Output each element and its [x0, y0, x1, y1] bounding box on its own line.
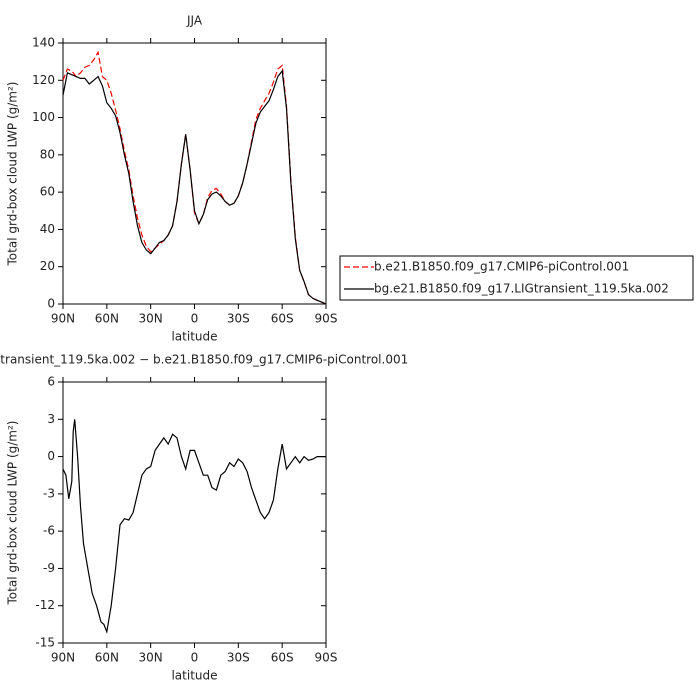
data-line [62, 419, 326, 635]
data-line [62, 69, 327, 305]
x-axis-label: latitude [171, 330, 217, 344]
y-tick-label: 100 [32, 110, 55, 124]
y-axis-label: Total grd-box cloud LWP (g/m²) [6, 421, 20, 606]
x-tick-label: 60N [95, 312, 119, 326]
plot-frame [62, 381, 327, 644]
y-tick-label: 120 [32, 73, 55, 87]
y-tick-label: 20 [40, 259, 55, 273]
y-tick-label: 0 [47, 297, 55, 311]
y-tick-label: 3 [47, 412, 55, 426]
x-tick-label: 60S [271, 651, 294, 665]
legend-label: b.e21.B1850.f09_g17.CMIP6-piControl.001 [374, 260, 629, 274]
y-tick-label: 60 [40, 185, 55, 199]
x-tick-label: 90N [51, 312, 75, 326]
x-tick-label: 0 [191, 651, 199, 665]
plot-frame [62, 42, 327, 305]
x-tick-label: 60N [95, 651, 119, 665]
x-tick-label: 30S [227, 651, 250, 665]
chart-title: LIGtransient_119.5ka.002 − b.e21.B1850.f… [0, 353, 408, 367]
x-tick-label: 90N [51, 651, 75, 665]
x-tick-label: 30N [139, 651, 163, 665]
y-tick-label: 80 [40, 147, 55, 161]
y-tick-label: -12 [35, 598, 55, 612]
x-tick-label: 0 [191, 312, 199, 326]
x-tick-label: 90S [315, 312, 338, 326]
x-tick-label: 60S [271, 312, 294, 326]
y-tick-label: -6 [43, 524, 55, 538]
data-line [62, 50, 327, 305]
y-tick-label: 0 [47, 449, 55, 463]
y-tick-label: 40 [40, 222, 55, 236]
x-axis-label: latitude [171, 669, 217, 683]
y-tick-label: -9 [43, 561, 55, 575]
y-tick-label: -15 [35, 636, 55, 650]
y-axis-label: Total grd-box cloud LWP (g/m²) [6, 82, 20, 267]
legend-box [339, 255, 694, 301]
y-tick-label: -3 [43, 486, 55, 500]
chart-title: JJA [186, 14, 203, 28]
legend-label: bg.e21.B1850.f09_g17.LIGtransient_119.5k… [374, 282, 669, 296]
x-tick-label: 30S [227, 312, 250, 326]
y-tick-label: 6 [47, 375, 55, 389]
x-tick-label: 30N [139, 312, 163, 326]
x-tick-label: 90S [315, 651, 338, 665]
y-tick-label: 140 [32, 36, 55, 50]
